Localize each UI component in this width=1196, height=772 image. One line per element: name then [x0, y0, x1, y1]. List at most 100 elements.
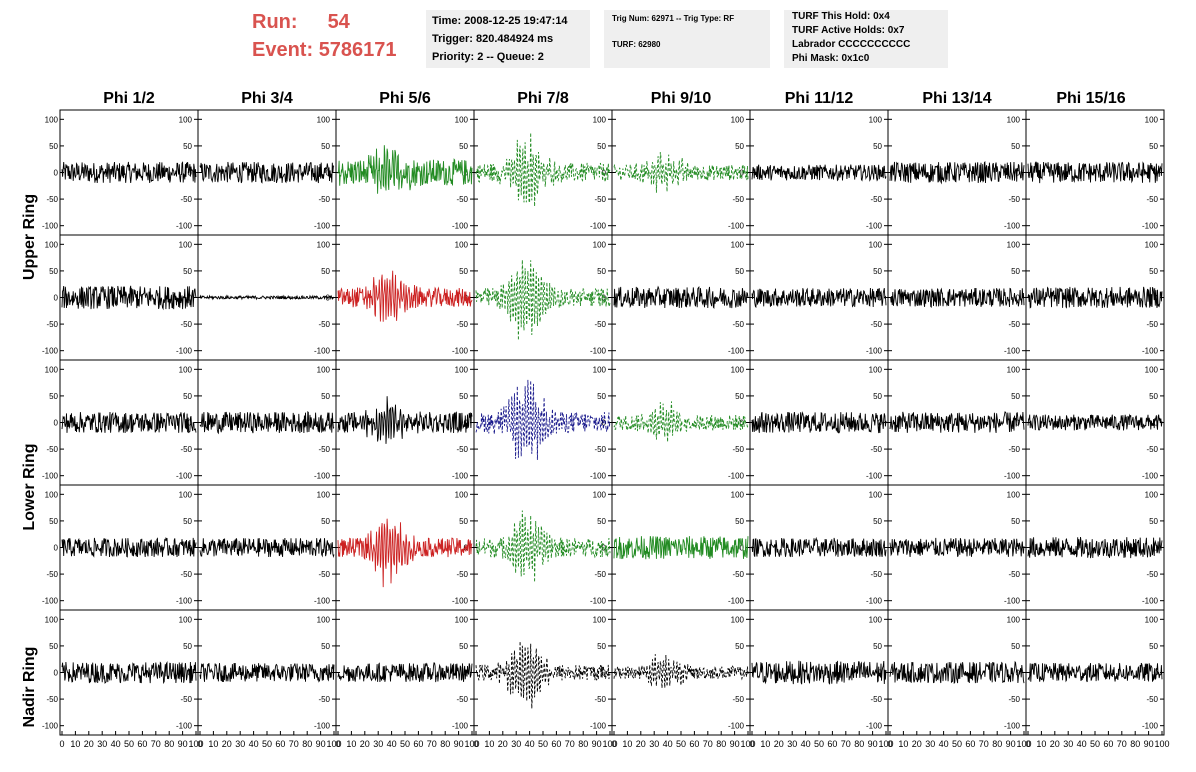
y-tick-label-right: -100 [1142, 597, 1159, 606]
trigger-text: Trigger: 820.484924 ms [432, 33, 554, 45]
y-tick-label-right: -50 [1146, 570, 1158, 579]
y-tick-label-right: -50 [456, 320, 468, 329]
x-tick-label: 30 [97, 739, 107, 749]
waveform-trace [1027, 536, 1163, 559]
y-tick-label-left: 100 [45, 490, 59, 499]
y-tick-label-right: -50 [732, 320, 744, 329]
x-tick-label: 80 [164, 739, 174, 749]
y-tick-label-right: 100 [731, 115, 745, 124]
y-tick-label-right: 50 [321, 267, 330, 276]
run-label: Run: [252, 11, 298, 33]
y-tick-label-right: 0 [1154, 544, 1159, 553]
y-tick-label-right: -50 [870, 695, 882, 704]
y-tick-label-right: 100 [317, 115, 331, 124]
y-tick-label-right: -100 [728, 347, 745, 356]
y-tick-label-left: 50 [49, 142, 58, 151]
x-tick-label: 60 [137, 739, 147, 749]
turf-text: TURF: 62980 [612, 40, 661, 49]
y-tick-label-right: -50 [180, 320, 192, 329]
x-tick-label: 20 [84, 739, 94, 749]
y-tick-label-right: -100 [866, 722, 883, 731]
x-tick-label: 90 [316, 739, 326, 749]
y-tick-label-right: 0 [326, 669, 331, 678]
y-tick-label-left: -50 [46, 695, 58, 704]
cell-r4-c6: -100 -50 0 50 100 [749, 484, 889, 611]
x-tick-label: 100 [1154, 739, 1169, 749]
cell-r1-c7: -100 -50 0 50 100 [887, 109, 1027, 236]
x-tick-label: 30 [925, 739, 935, 749]
y-tick-label-right: -50 [1008, 195, 1020, 204]
x-tick-label: 10 [208, 739, 218, 749]
y-tick-label-right: 100 [179, 490, 193, 499]
event-label: Event: [252, 39, 314, 61]
y-tick-label-right: 100 [731, 615, 745, 624]
waveform-trace [751, 287, 887, 309]
y-tick-label-right: -100 [866, 597, 883, 606]
column-header-phi-1-2: Phi 1/2 [103, 90, 155, 107]
x-tick-label: 40 [939, 739, 949, 749]
y-tick-label-right: -100 [452, 222, 469, 231]
y-tick-label-right: 100 [1145, 365, 1159, 374]
y-tick-label-left: -100 [42, 722, 59, 731]
y-tick-label-right: 50 [459, 392, 468, 401]
y-tick-label-right: 50 [597, 517, 606, 526]
cell-r4-c8: -100 -50 0 50 100 [1025, 484, 1165, 611]
y-tick-label-right: 50 [183, 392, 192, 401]
x-tick-label: 10 [898, 739, 908, 749]
y-tick-label-right: 50 [597, 642, 606, 651]
y-tick-label-right: -100 [1142, 347, 1159, 356]
y-tick-label-right: -100 [452, 597, 469, 606]
y-tick-label-left: 100 [45, 115, 59, 124]
y-tick-label-right: -50 [318, 320, 330, 329]
y-tick-label-right: 100 [1007, 615, 1021, 624]
waveform-trace [1027, 161, 1163, 184]
y-tick-label-right: -100 [590, 222, 607, 231]
y-tick-label-right: -50 [318, 695, 330, 704]
waveform-trace [613, 536, 749, 560]
trig-num-text: Trig Num: 62971 -- Trig Type: RF [612, 14, 735, 23]
y-tick-label-right: -100 [590, 347, 607, 356]
x-tick-label: 40 [111, 739, 121, 749]
y-tick-label-right: 50 [183, 142, 192, 151]
cell-r4-c2: -100 -50 0 50 100 [197, 484, 337, 611]
y-tick-label-right: 50 [597, 142, 606, 151]
column-header-phi-5-6: Phi 5/6 [379, 90, 431, 107]
y-tick-label-right: -50 [1146, 695, 1158, 704]
y-tick-label-right: -100 [728, 722, 745, 731]
x-tick-label: 100 [464, 739, 479, 749]
waveform-trace [61, 285, 197, 311]
y-tick-label-right: -50 [456, 195, 468, 204]
x-tick-label: 30 [511, 739, 521, 749]
y-tick-label-right: -50 [1008, 320, 1020, 329]
y-tick-label-right: -100 [314, 222, 331, 231]
y-tick-label-right: 50 [1149, 267, 1158, 276]
x-tick-label: 90 [730, 739, 740, 749]
x-tick-label: 70 [151, 739, 161, 749]
x-tick-label: 30 [373, 739, 383, 749]
y-tick-label-right: 50 [873, 142, 882, 151]
y-tick-label-right: -100 [590, 722, 607, 731]
y-tick-label-right: 50 [321, 642, 330, 651]
cell-r3-c5: -100 -50 0 50 100 [611, 359, 751, 486]
y-tick-label-right: 100 [1007, 490, 1021, 499]
y-tick-label-right: 100 [731, 365, 745, 374]
x-tick-label: 50 [676, 739, 686, 749]
x-tick-label: 70 [1117, 739, 1127, 749]
y-tick-label-right: 50 [1149, 142, 1158, 151]
waveform-trace [751, 164, 887, 182]
y-tick-label-right: -50 [180, 445, 192, 454]
y-tick-label-right: 50 [735, 267, 744, 276]
y-tick-label-right: 50 [1011, 517, 1020, 526]
y-tick-label-right: 50 [321, 142, 330, 151]
y-tick-label-right: -100 [176, 722, 193, 731]
x-tick-label: 50 [400, 739, 410, 749]
x-tick-label: 90 [454, 739, 464, 749]
y-tick-label-right: -50 [318, 195, 330, 204]
column-header-phi-3-4: Phi 3/4 [241, 90, 293, 107]
y-tick-label-left: 0 [54, 294, 59, 303]
